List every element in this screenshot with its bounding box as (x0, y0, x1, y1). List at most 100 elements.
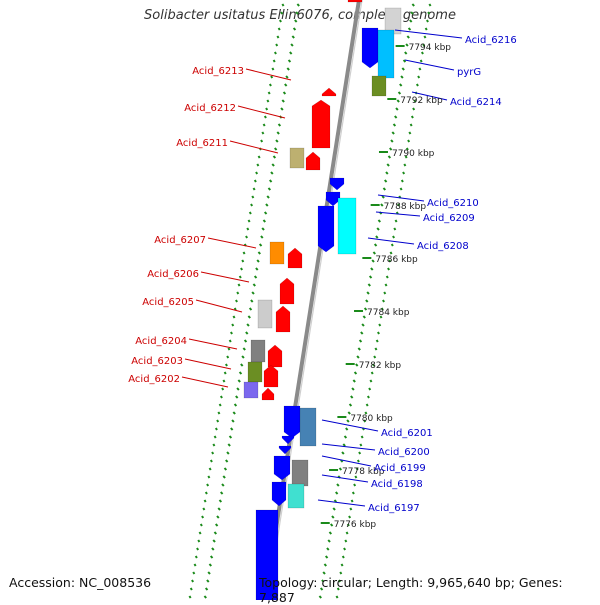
outer-right-ticks (359, 443, 363, 447)
inner-right-ticks (342, 443, 346, 447)
outer-right-ticks (349, 507, 353, 511)
inner-left-ticks (240, 363, 244, 367)
outer-right-ticks (407, 139, 411, 143)
outer-right-ticks (353, 483, 357, 487)
inner-left-ticks (289, 51, 293, 55)
gene-label-acid-6210: Acid_6210 (427, 198, 479, 209)
inner-left-ticks (218, 499, 223, 503)
topology-text: Topology: circular; Length: 9,965,640 bp… (259, 575, 563, 605)
outer-right-ticks (339, 571, 343, 575)
inner-right-ticks (386, 163, 390, 167)
backbone-line (262, 0, 362, 600)
scale-label-7794-kbp: 7794 kbp (409, 43, 452, 53)
outer-left-ticks (235, 299, 238, 303)
inner-right-ticks (345, 427, 349, 431)
outer-left-ticks (197, 539, 201, 543)
scale-label-7792-kbp: 7792 kbp (400, 96, 443, 106)
outer-right-ticks (400, 179, 404, 183)
forward-gene-arrow (287, 247, 303, 269)
outer-right-ticks (343, 547, 347, 551)
outer-right-ticks (350, 499, 354, 503)
outer-right-ticks (374, 347, 378, 351)
outer-right-ticks (409, 123, 413, 127)
outer-right-ticks (385, 275, 389, 279)
inner-right-ticks (366, 291, 370, 295)
outer-left-ticks (227, 347, 231, 351)
outer-left-ticks (226, 355, 230, 359)
outer-right-ticks (403, 163, 407, 167)
inner-left-ticks (207, 571, 211, 575)
inner-left-ticks (253, 275, 258, 279)
reverse-gene-arrow (281, 435, 295, 445)
outer-right-ticks (375, 339, 379, 343)
outer-right-ticks (413, 99, 417, 103)
outer-left-ticks (222, 379, 226, 383)
inner-right-ticks (383, 179, 388, 183)
outer-right-ticks (423, 35, 427, 39)
inner-left-ticks (252, 283, 256, 287)
inner-right-ticks (370, 267, 374, 271)
inner-right-ticks (335, 491, 339, 495)
inner-left-ticks (277, 123, 282, 127)
outer-right-ticks (384, 283, 388, 287)
outer-left-ticks (237, 283, 241, 287)
gene-label-acid-6208: Acid_6208 (417, 241, 469, 252)
inner-right-ticks (346, 419, 350, 423)
inner-left-ticks (267, 187, 272, 191)
gene-label-acid-6213: Acid_6213 (192, 66, 244, 77)
outer-right-ticks (402, 171, 406, 175)
inner-right-ticks (410, 11, 414, 15)
outer-right-ticks (355, 467, 359, 471)
outer-left-ticks (275, 43, 279, 47)
forward-gene-arrow (263, 364, 279, 388)
inner-right-ticks (367, 283, 371, 287)
outer-right-ticks (426, 19, 429, 23)
scale-label-7786-kbp: 7786 kbp (375, 255, 418, 265)
inner-left-ticks (243, 339, 248, 343)
outer-right-ticks (354, 475, 358, 479)
inner-left-ticks (225, 459, 229, 463)
outer-left-ticks (191, 579, 194, 583)
outer-right-ticks (405, 147, 409, 151)
leader-line (317, 499, 366, 507)
leader-line (237, 105, 286, 119)
scale-label-7780-kbp: 7780 kbp (350, 414, 393, 424)
inner-right-ticks (389, 147, 393, 151)
forward-gene-block (247, 361, 263, 383)
outer-right-ticks (368, 387, 372, 391)
inner-right-ticks (361, 323, 365, 327)
outer-right-ticks (382, 299, 385, 303)
gene-label-acid-6198: Acid_6198 (371, 479, 423, 490)
inner-right-ticks (323, 563, 327, 567)
leader-line (195, 299, 243, 313)
outer-right-ticks (366, 395, 370, 399)
outer-left-ticks (202, 507, 206, 511)
inner-left-ticks (236, 387, 240, 391)
outer-right-ticks (346, 523, 350, 527)
inner-right-ticks (348, 403, 353, 407)
inner-right-ticks (363, 307, 368, 311)
outer-right-ticks (394, 219, 398, 223)
inner-left-ticks (276, 131, 280, 135)
leader-line (321, 443, 376, 451)
outer-left-ticks (219, 395, 223, 399)
gene-label-acid-6201: Acid_6201 (381, 428, 433, 439)
inner-right-ticks (338, 467, 343, 471)
leader-line (321, 474, 369, 483)
outer-right-ticks (338, 579, 341, 583)
leader-line (404, 59, 455, 71)
inner-left-ticks (203, 595, 207, 599)
outer-right-ticks (383, 291, 387, 295)
inner-left-ticks (250, 299, 254, 303)
gene-label-acid-6197: Acid_6197 (368, 503, 420, 514)
inner-left-ticks (222, 475, 226, 479)
outer-left-ticks (223, 371, 227, 375)
outer-right-ticks (377, 331, 380, 335)
inner-left-ticks (231, 419, 235, 423)
inner-right-ticks (319, 587, 324, 591)
outer-left-ticks (246, 227, 250, 231)
scale-label-7784-kbp: 7784 kbp (367, 308, 410, 318)
outer-right-ticks (335, 595, 339, 599)
inner-left-ticks (255, 267, 259, 271)
inner-right-ticks (376, 227, 380, 231)
